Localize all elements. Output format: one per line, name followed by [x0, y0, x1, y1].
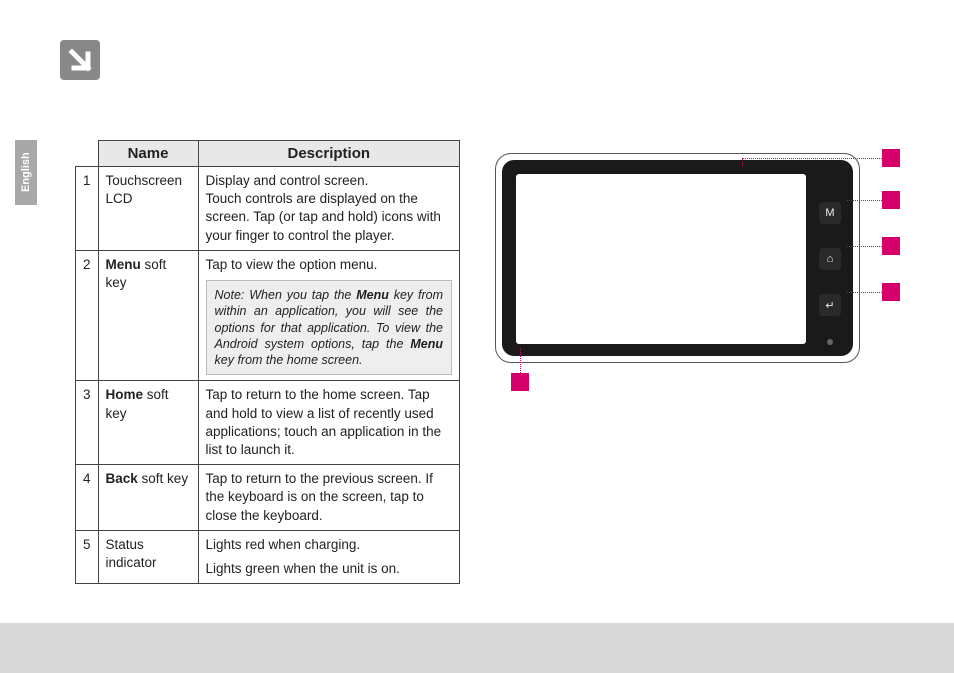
note-box: Note: When you tap the Menu key from wit… [206, 280, 452, 375]
row-desc: Tap to return to the previous screen. If… [198, 465, 459, 531]
callout-marker [882, 283, 900, 301]
row-name: Touchscreen LCD [98, 167, 198, 251]
header-name: Name [98, 141, 198, 167]
callout-marker [511, 373, 529, 391]
callout-marker [882, 237, 900, 255]
leader-line [847, 292, 882, 293]
menu-softkey-icon: M [819, 202, 841, 224]
device-diagram: M ⌂ ↵ [495, 140, 915, 390]
status-indicator-dot [827, 339, 833, 345]
spec-table: Name Description 1 Touchscreen LCD Displ… [75, 140, 460, 584]
spec-table-container: Name Description 1 Touchscreen LCD Displ… [75, 140, 460, 584]
table-row: 5 Status indicator Lights red when charg… [76, 530, 460, 583]
row-desc: Display and control screen. Touch contro… [198, 167, 459, 251]
row-desc: Tap to return to the home screen. Tap an… [198, 381, 459, 465]
leader-line [847, 200, 882, 201]
callout-marker [882, 191, 900, 209]
row-num: 4 [76, 465, 99, 531]
leader-line [742, 158, 882, 159]
row-desc: Lights red when charging. Lights green w… [198, 530, 459, 583]
row-num: 5 [76, 530, 99, 583]
table-row: 4 Back soft key Tap to return to the pre… [76, 465, 460, 531]
device-bezel: M ⌂ ↵ [502, 160, 853, 356]
row-name: Status indicator [98, 530, 198, 583]
device-screen [516, 174, 806, 344]
row-desc: Tap to view the option menu. Note: When … [198, 250, 459, 380]
footer-bar [0, 623, 954, 673]
language-tab: English [15, 140, 37, 205]
row-num: 2 [76, 250, 99, 380]
back-softkey-icon: ↵ [819, 294, 841, 316]
header-blank [76, 141, 99, 167]
row-name: Menu soft key [98, 250, 198, 380]
device-outline: M ⌂ ↵ [495, 153, 860, 363]
row-name: Back soft key [98, 465, 198, 531]
row-num: 3 [76, 381, 99, 465]
callout-marker [882, 149, 900, 167]
corner-arrow-icon [60, 40, 100, 80]
leader-line [847, 246, 882, 247]
table-row: 3 Home soft key Tap to return to the hom… [76, 381, 460, 465]
header-description: Description [198, 141, 459, 167]
row-num: 1 [76, 167, 99, 251]
row-name: Home soft key [98, 381, 198, 465]
leader-line [520, 348, 521, 373]
table-row: 2 Menu soft key Tap to view the option m… [76, 250, 460, 380]
home-softkey-icon: ⌂ [819, 248, 841, 270]
leader-line [742, 158, 743, 166]
table-row: 1 Touchscreen LCD Display and control sc… [76, 167, 460, 251]
